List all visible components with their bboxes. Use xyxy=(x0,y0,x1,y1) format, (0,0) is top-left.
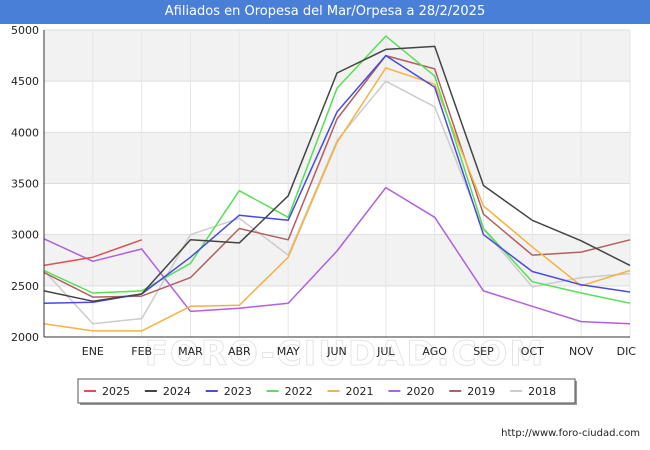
chart-title: Afiliados en Oropesa del Mar/Orpesa a 28… xyxy=(164,4,486,19)
x-tick-labels: ENE FEB MAR ABR MAY JUN JUL AGO SEP OCT NOV DIC xyxy=(82,345,637,358)
y-tick-label: 4000 xyxy=(11,126,39,139)
y-tick-label: 2500 xyxy=(11,280,39,293)
y-tick-label: 4500 xyxy=(11,75,39,88)
x-tick-label: NOV xyxy=(569,345,594,358)
y-tick-label: 5000 xyxy=(11,24,39,37)
x-tick-label: ABR xyxy=(228,345,251,358)
series-line-2018 xyxy=(43,80,631,325)
series-line-2021 xyxy=(43,67,631,332)
legend-label-2021: 2021 xyxy=(346,385,374,398)
source-link[interactable]: http://www.foro-ciudad.com xyxy=(501,428,640,439)
watermark: FORO-CIUDAD.COM xyxy=(145,334,546,374)
legend-box xyxy=(77,378,576,404)
title-bar: Afiliados en Oropesa del Mar/Orpesa a 28… xyxy=(0,0,650,24)
series-line-2022 xyxy=(43,35,631,304)
x-tick-label: AGO xyxy=(422,345,447,358)
x-tick-label: JUN xyxy=(326,345,347,358)
legend-label-2024: 2024 xyxy=(163,385,191,398)
legend-label-2023: 2023 xyxy=(224,385,252,398)
y-tick-label: 3500 xyxy=(11,178,39,191)
x-tick-label: JUL xyxy=(376,345,395,358)
x-tick-label: FEB xyxy=(131,345,152,358)
axes xyxy=(43,30,630,338)
legend-label-2019: 2019 xyxy=(467,385,495,398)
x-tick-label: SEP xyxy=(473,345,494,358)
legend-label-2018: 2018 xyxy=(528,385,556,398)
series-line-2024 xyxy=(43,45,631,302)
series-line-2019 xyxy=(43,54,631,298)
y-tick-label: 2000 xyxy=(11,331,39,344)
series-lines xyxy=(43,35,631,332)
x-tick-label: DIC xyxy=(617,345,637,358)
legend-label-2020: 2020 xyxy=(406,385,434,398)
legend: 2025 2024 2023 2022 2021 2020 2019 2018 xyxy=(77,378,577,405)
y-tick-label: 3000 xyxy=(11,229,39,242)
x-tick-label: ENE xyxy=(82,345,104,358)
legend-label-2022: 2022 xyxy=(285,385,313,398)
legend-label-2025: 2025 xyxy=(102,385,130,398)
series-line-2025 xyxy=(43,239,142,267)
x-tick-label: OCT xyxy=(521,345,544,358)
x-tick-label: MAR xyxy=(178,345,203,358)
x-tick-label: MAY xyxy=(277,345,300,358)
series-line-2020 xyxy=(43,186,631,325)
y-tick-labels: 2000 2500 3000 3500 4000 4500 5000 xyxy=(11,24,39,344)
